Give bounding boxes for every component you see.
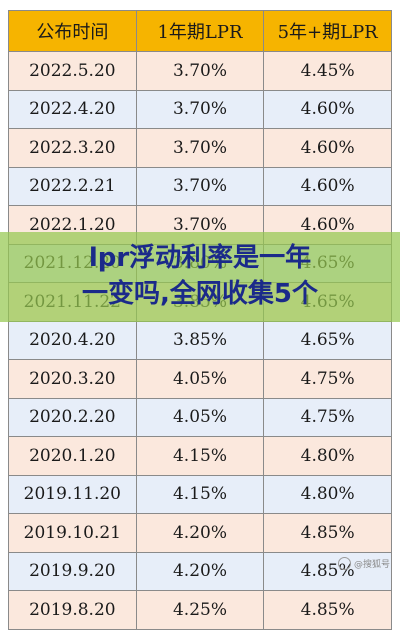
- cell-1y-lpr: 3.70%: [135, 128, 265, 168]
- table-row: 2020.1.20 4.15% 4.80%: [8, 436, 392, 476]
- table-row: 2022.2.21 3.70% 4.60%: [8, 166, 392, 206]
- overlay-banner-text: lpr浮动利率是一年 一变吗,全网收集5个: [0, 240, 400, 312]
- cell-date: 2022.3.20: [8, 128, 137, 168]
- table-row: 2019.10.21 4.20% 4.85%: [8, 513, 392, 553]
- cell-5y-lpr: 4.65%: [263, 320, 392, 360]
- cell-1y-lpr: 3.70%: [135, 51, 265, 91]
- table-row: 2020.3.20 4.05% 4.75%: [8, 359, 392, 399]
- table-row: 2022.4.20 3.70% 4.60%: [8, 89, 392, 129]
- overlay-banner: [0, 232, 400, 322]
- table-header-row: 公布时间 1年期LPR 5年+期LPR: [8, 10, 392, 52]
- cell-date: 2019.11.20: [8, 474, 137, 514]
- cell-date: 2020.3.20: [8, 359, 137, 399]
- cell-date: 2020.2.20: [8, 397, 137, 437]
- watermark-text: @搜狐号: [353, 560, 390, 570]
- camera-icon: [337, 557, 351, 570]
- cell-date: 2019.10.21: [8, 513, 137, 553]
- cell-date: 2020.1.20: [8, 436, 137, 476]
- cell-1y-lpr: 4.15%: [135, 474, 265, 514]
- cell-date: 2022.5.20: [8, 51, 137, 91]
- cell-date: 2020.4.20: [8, 320, 137, 360]
- table-row: 2022.5.20 3.70% 4.45%: [8, 51, 392, 91]
- cell-5y-lpr: 4.60%: [263, 89, 392, 129]
- cell-date: 2019.9.20: [8, 551, 137, 591]
- cell-5y-lpr: 4.80%: [263, 436, 392, 476]
- table-row: 2019.11.20 4.15% 4.80%: [8, 474, 392, 514]
- table-row: 2019.8.20 4.25% 4.85%: [8, 590, 392, 630]
- cell-date: 2022.2.21: [8, 166, 137, 206]
- banner-line-1: lpr浮动利率是一年: [88, 243, 312, 273]
- table-row: 2020.4.20 3.85% 4.65%: [8, 320, 392, 360]
- cell-5y-lpr: 4.45%: [263, 51, 392, 91]
- column-header-1y-lpr: 1年期LPR: [135, 10, 265, 52]
- cell-5y-lpr: 4.80%: [263, 474, 392, 514]
- cell-1y-lpr: 3.70%: [135, 89, 265, 129]
- cell-1y-lpr: 3.85%: [135, 320, 265, 360]
- watermark: @搜狐号: [337, 557, 390, 570]
- cell-5y-lpr: 4.60%: [263, 166, 392, 206]
- table-row: 2022.3.20 3.70% 4.60%: [8, 128, 392, 168]
- cell-1y-lpr: 4.15%: [135, 436, 265, 476]
- table-row: 2019.9.20 4.20% 4.85%: [8, 551, 392, 591]
- cell-5y-lpr: 4.75%: [263, 359, 392, 399]
- cell-date: 2022.4.20: [8, 89, 137, 129]
- column-header-date: 公布时间: [8, 10, 137, 52]
- cell-5y-lpr: 4.75%: [263, 397, 392, 437]
- cell-1y-lpr: 3.70%: [135, 166, 265, 206]
- cell-1y-lpr: 4.05%: [135, 359, 265, 399]
- cell-date: 2019.8.20: [8, 590, 137, 630]
- column-header-5y-lpr: 5年+期LPR: [263, 10, 392, 52]
- table-row: 2020.2.20 4.05% 4.75%: [8, 397, 392, 437]
- cell-1y-lpr: 4.20%: [135, 513, 265, 553]
- cell-1y-lpr: 4.05%: [135, 397, 265, 437]
- banner-line-2: 一变吗,全网收集5个: [82, 279, 318, 309]
- cell-5y-lpr: 4.60%: [263, 128, 392, 168]
- cell-5y-lpr: 4.85%: [263, 590, 392, 630]
- cell-1y-lpr: 4.20%: [135, 551, 265, 591]
- cell-5y-lpr: 4.85%: [263, 513, 392, 553]
- table-body: 2022.5.20 3.70% 4.45% 2022.4.20 3.70% 4.60% 20…: [8, 51, 392, 630]
- cell-1y-lpr: 4.25%: [135, 590, 265, 630]
